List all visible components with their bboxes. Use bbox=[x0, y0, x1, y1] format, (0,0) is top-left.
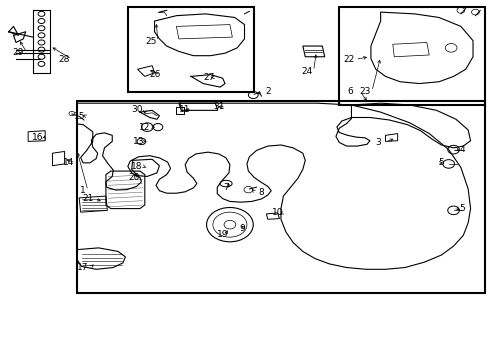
Text: 21: 21 bbox=[82, 194, 93, 203]
Text: 14: 14 bbox=[62, 158, 74, 167]
Text: 25: 25 bbox=[145, 37, 157, 46]
Text: 31: 31 bbox=[213, 102, 224, 111]
Text: 7: 7 bbox=[223, 183, 228, 192]
Text: 9: 9 bbox=[239, 224, 244, 233]
Text: 12: 12 bbox=[139, 123, 150, 132]
Text: 5: 5 bbox=[438, 158, 444, 167]
Text: 13: 13 bbox=[132, 137, 144, 146]
Bar bbox=[77, 102, 484, 293]
Text: 16: 16 bbox=[32, 133, 43, 142]
Text: 8: 8 bbox=[258, 188, 264, 197]
Bar bbox=[127, 7, 254, 93]
Text: 6: 6 bbox=[347, 87, 353, 96]
Text: 4: 4 bbox=[459, 145, 464, 154]
Text: 17: 17 bbox=[77, 263, 89, 272]
Bar bbox=[339, 7, 484, 105]
Text: 15: 15 bbox=[74, 112, 86, 121]
Text: 27: 27 bbox=[203, 73, 215, 82]
Text: 2: 2 bbox=[264, 87, 270, 96]
Text: 30: 30 bbox=[131, 105, 142, 114]
Text: 22: 22 bbox=[343, 55, 354, 64]
Text: 26: 26 bbox=[148, 70, 160, 79]
Text: 24: 24 bbox=[301, 67, 312, 76]
Text: 5: 5 bbox=[459, 204, 464, 213]
Text: 23: 23 bbox=[359, 87, 370, 96]
Text: 28: 28 bbox=[58, 55, 69, 64]
Text: 11: 11 bbox=[179, 105, 190, 114]
Text: 10: 10 bbox=[271, 208, 283, 217]
Text: 3: 3 bbox=[375, 138, 380, 147]
Text: 29: 29 bbox=[13, 48, 24, 57]
Text: 19: 19 bbox=[216, 230, 228, 239]
Text: 20: 20 bbox=[128, 173, 139, 182]
Text: 1: 1 bbox=[80, 186, 86, 195]
Text: 18: 18 bbox=[131, 162, 142, 171]
